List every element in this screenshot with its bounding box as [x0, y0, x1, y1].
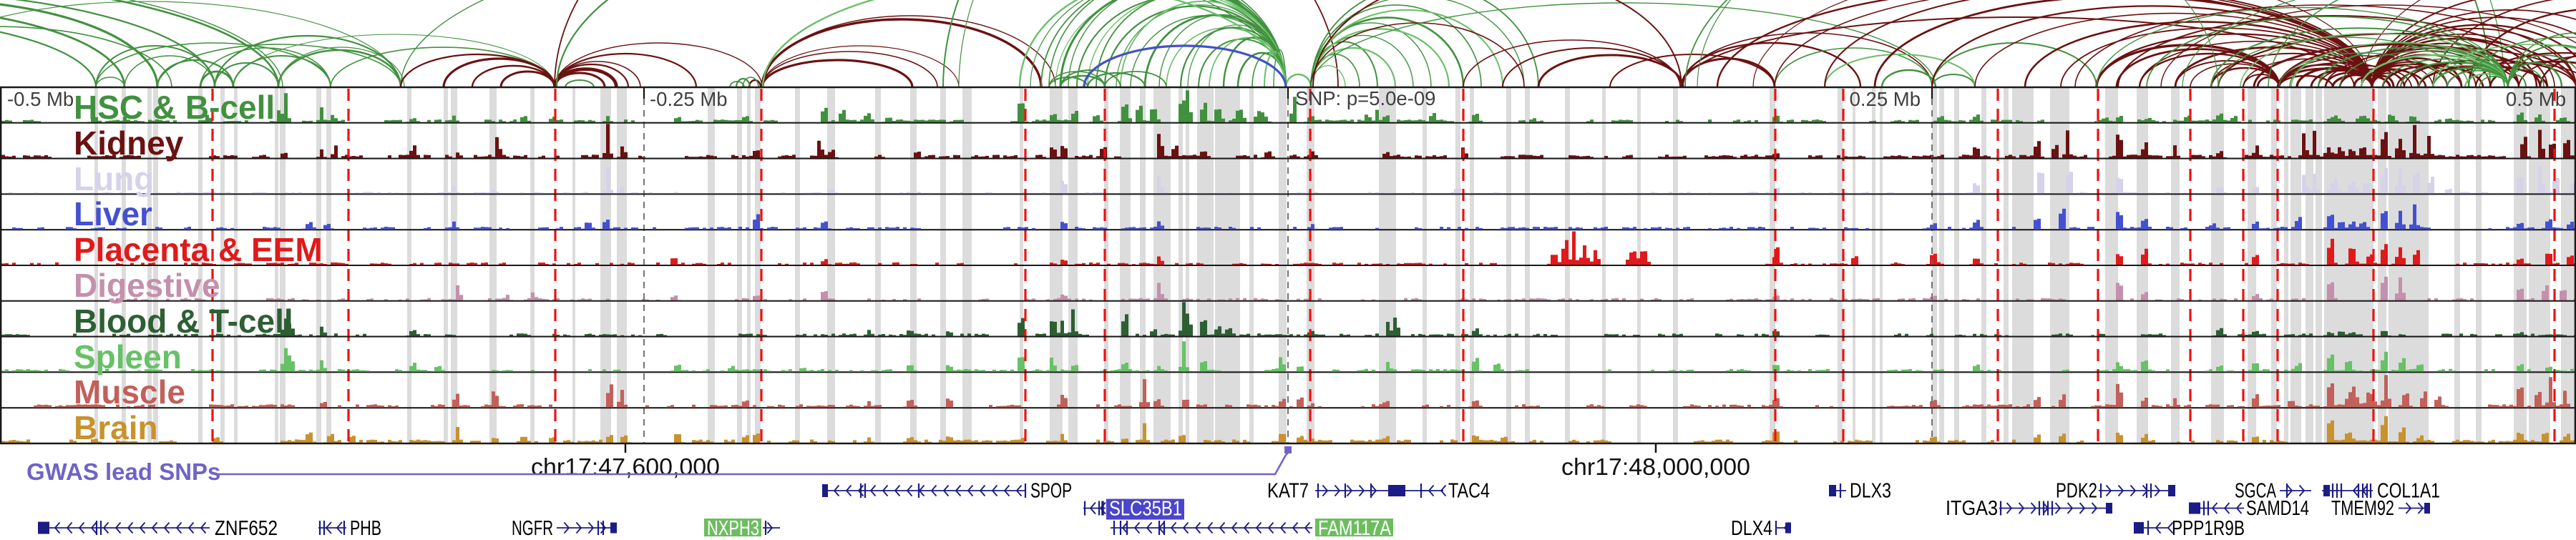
svg-text:0.25 Mb: 0.25 Mb	[1850, 88, 1921, 110]
svg-text:HSC & B-cell: HSC & B-cell	[74, 89, 275, 126]
svg-text:GWAS lead SNPs: GWAS lead SNPs	[26, 458, 220, 485]
svg-text:Liver: Liver	[74, 195, 152, 232]
svg-text:Digestive: Digestive	[74, 267, 220, 304]
svg-text:TMEM92: TMEM92	[2331, 497, 2394, 520]
svg-text:SLC35B1: SLC35B1	[1109, 498, 1182, 521]
svg-text:chr17:48,000,000: chr17:48,000,000	[1561, 453, 1750, 480]
svg-text:PHB: PHB	[350, 517, 381, 536]
svg-text:PPP1R9B: PPP1R9B	[2172, 517, 2245, 536]
svg-text:SGCA: SGCA	[2235, 480, 2276, 503]
svg-text:Kidney: Kidney	[74, 124, 184, 162]
svg-text:-0.25 Mb: -0.25 Mb	[650, 88, 728, 110]
svg-text:SAMD14: SAMD14	[2246, 497, 2309, 520]
svg-text:SPOP: SPOP	[1030, 480, 1072, 503]
svg-text:ZNF652: ZNF652	[215, 517, 278, 536]
svg-text:DLX3: DLX3	[1850, 480, 1891, 503]
svg-text:FAM117A: FAM117A	[1318, 517, 1392, 536]
svg-text:Placenta & EEM: Placenta & EEM	[74, 231, 323, 268]
svg-text:chr17:47,600,000: chr17:47,600,000	[531, 453, 720, 480]
svg-text:0.5 Mb: 0.5 Mb	[2506, 88, 2566, 110]
svg-text:Spleen: Spleen	[74, 338, 182, 375]
svg-text:ITGA3: ITGA3	[1946, 497, 1998, 520]
svg-text:Muscle: Muscle	[74, 373, 185, 411]
svg-text:NXPH3: NXPH3	[707, 517, 759, 536]
svg-text:TAC4: TAC4	[1448, 480, 1490, 503]
svg-text:Lung: Lung	[74, 160, 154, 197]
svg-text:Blood & T-cell: Blood & T-cell	[74, 303, 293, 340]
svg-text:PDK2: PDK2	[2056, 480, 2097, 503]
svg-text:KAT7: KAT7	[1267, 480, 1309, 503]
svg-text:Brain: Brain	[74, 409, 158, 446]
svg-text:COL1A1: COL1A1	[2377, 480, 2440, 503]
svg-text:DLX4: DLX4	[1731, 517, 1772, 536]
svg-text:-0.5 Mb: -0.5 Mb	[7, 88, 74, 110]
svg-text:SNP: p=5.0e-09: SNP: p=5.0e-09	[1295, 87, 1435, 109]
svg-text:NGFR: NGFR	[512, 517, 553, 536]
